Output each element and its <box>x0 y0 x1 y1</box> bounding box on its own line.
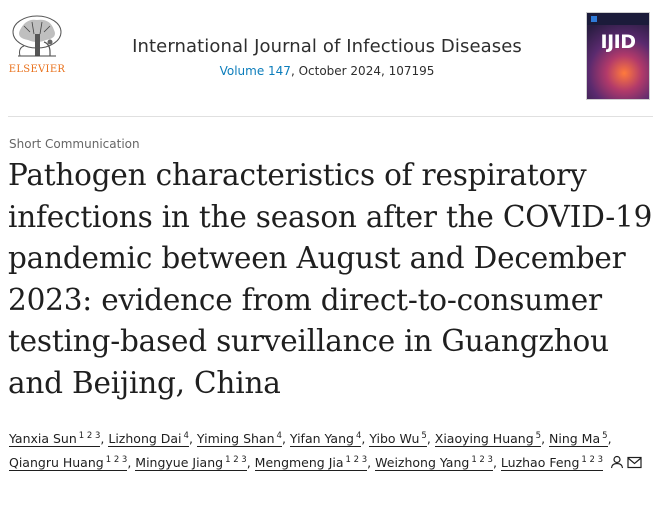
author-affiliation: 4 <box>183 431 189 441</box>
author-affiliation: 5 <box>535 431 542 441</box>
author-separator: , <box>281 431 290 446</box>
author-link[interactable]: Mingyue Jiang 1 2 3 <box>135 454 247 471</box>
volume-line: Volume 147, October 2024, 107195 <box>72 64 582 78</box>
header-divider <box>8 116 653 117</box>
author-separator: , <box>367 454 376 470</box>
article-header: ELSEVIER International Journal of Infect… <box>0 0 663 116</box>
issue-details: , October 2024, 107195 <box>290 64 435 78</box>
author-name: Mingyue Jiang <box>135 454 224 470</box>
author-link[interactable]: Lizhong Dai 4 <box>108 431 189 447</box>
author-link[interactable]: Yanxia Sun 1 2 3 <box>9 431 101 447</box>
person-icon[interactable] <box>610 453 624 477</box>
author-name: Ning Ma <box>549 431 601 446</box>
envelope-icon[interactable] <box>627 453 642 477</box>
author-affiliation: 1 2 3 <box>105 454 128 465</box>
author-link[interactable]: Qiangru Huang 1 2 3 <box>9 454 128 471</box>
author-separator: , <box>426 431 435 446</box>
cover-banner <box>587 13 649 25</box>
elsevier-tree-logo-icon[interactable] <box>6 12 68 80</box>
author-link[interactable]: Xiaoying Huang 5 <box>434 431 542 447</box>
author-affiliation: 1 2 3 <box>471 454 493 465</box>
author-affiliation: 4 <box>276 431 282 441</box>
author-link[interactable]: Yiming Shan 4 <box>196 431 282 447</box>
volume-link[interactable]: Volume 147 <box>219 64 291 78</box>
journal-title[interactable]: International Journal of Infectious Dise… <box>132 36 522 57</box>
publisher-wordmark: ELSEVIER <box>8 64 66 75</box>
author-name: Yanxia Sun <box>9 431 77 446</box>
author-link[interactable]: Weizhong Yang 1 2 3 <box>375 454 493 471</box>
cover-badge <box>591 16 597 22</box>
author-affiliation: 5 <box>421 431 427 441</box>
author-link[interactable]: Yibo Wu 5 <box>369 431 427 447</box>
author-separator: , <box>100 431 109 446</box>
author-affiliation: 1 2 3 <box>581 454 604 465</box>
author-separator: , <box>607 431 612 446</box>
author-separator: , <box>541 431 550 446</box>
author-name: Yibo Wu <box>369 431 420 446</box>
author-affiliation: 1 2 3 <box>78 431 101 441</box>
author-name: Mengmeng Jia <box>254 454 344 470</box>
author-name: Lizhong Dai <box>108 431 182 446</box>
author-link[interactable]: Yifan Yang 4 <box>289 431 362 447</box>
author-name: Yiming Shan <box>196 431 275 446</box>
cover-title: IJID <box>600 31 636 53</box>
author-link[interactable]: Mengmeng Jia 1 2 3 <box>254 454 368 471</box>
author-name: Yifan Yang <box>289 431 354 446</box>
author-link[interactable]: Ning Ma 5 <box>549 431 608 447</box>
author-separator: , <box>188 431 197 446</box>
author-affiliation: 4 <box>355 431 362 441</box>
article-title: Pathogen characteristics of respiratory … <box>8 158 653 400</box>
author-separator: , <box>492 454 501 470</box>
article-type: Short Communication <box>9 137 140 151</box>
journal-cover-image-icon[interactable]: IJID <box>586 12 650 100</box>
author-affiliation: 5 <box>602 431 608 441</box>
author-name: Weizhong Yang <box>375 454 470 470</box>
author-separator: , <box>361 431 370 446</box>
author-separator: , <box>127 454 136 470</box>
author-link[interactable]: Luzhao Feng 1 2 3 <box>500 454 604 471</box>
author-name: Xiaoying Huang <box>434 431 534 446</box>
author-affiliation: 1 2 3 <box>345 454 368 465</box>
author-name: Luzhao Feng <box>500 454 580 470</box>
author-separator: , <box>246 454 255 470</box>
author-name: Qiangru Huang <box>9 454 104 470</box>
author-list: Yanxia Sun 1 2 3, Lizhong Dai 4, Yiming Sh… <box>9 427 659 476</box>
author-affiliation: 1 2 3 <box>225 454 247 465</box>
